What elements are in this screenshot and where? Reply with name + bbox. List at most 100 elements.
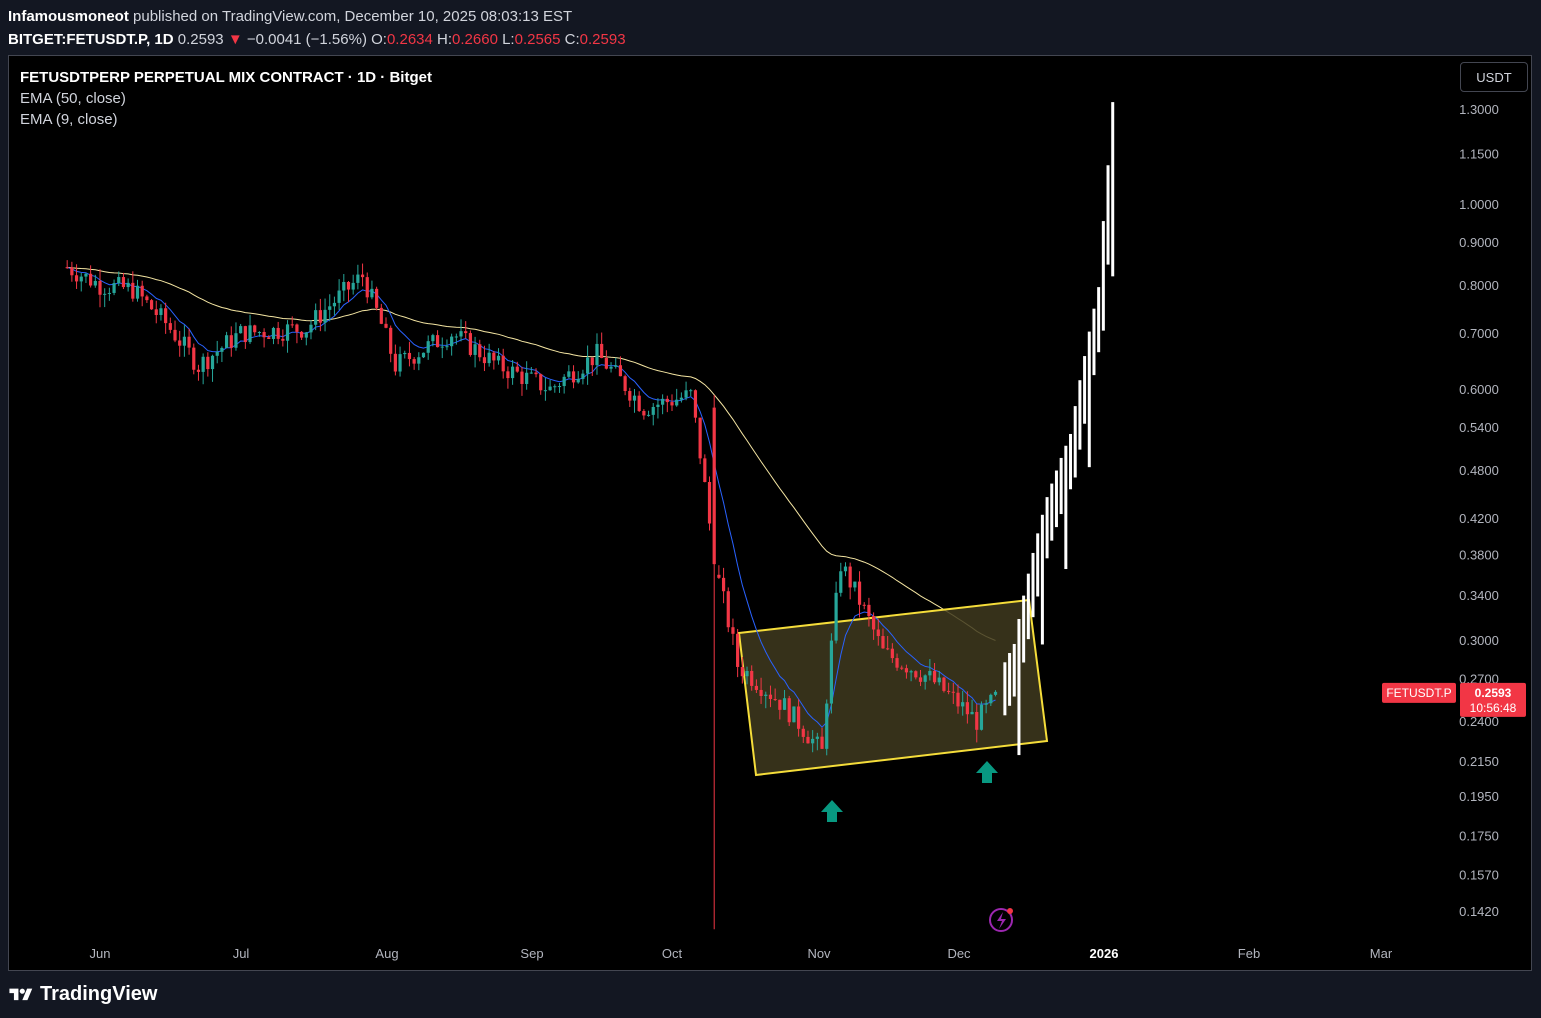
candle-body xyxy=(224,335,229,348)
candle-body xyxy=(393,353,397,372)
candle-body xyxy=(482,357,487,364)
chart-area[interactable]: 1.3000 1.1500 1.0000 0.9000 0.8000 0.7000 0.60… xyxy=(8,55,1532,971)
lightning-icon[interactable] xyxy=(989,908,1013,932)
up-arrow-icon[interactable] xyxy=(821,800,843,822)
candle-body xyxy=(539,374,543,391)
candle-body xyxy=(562,376,566,387)
candle-body xyxy=(328,306,332,310)
candle-body xyxy=(182,336,186,346)
y-tick-label: 0.4800 xyxy=(1459,463,1499,478)
candle-body xyxy=(651,406,655,415)
projection-bar xyxy=(1083,356,1087,424)
candle-body xyxy=(79,276,83,282)
candle-body xyxy=(445,346,449,348)
candle-body xyxy=(670,402,674,406)
x-tick-label: Nov xyxy=(807,946,831,961)
candle-body xyxy=(628,391,632,401)
candle-body xyxy=(904,668,909,673)
projection-bar xyxy=(1045,497,1049,559)
candle-body xyxy=(257,331,262,333)
candle-body xyxy=(229,335,233,348)
legend-title[interactable]: FETUSDTPERP PERPETUAL MIX CONTRACT · 1D … xyxy=(20,69,432,86)
candle-body xyxy=(168,323,172,330)
symbol-price-tag[interactable] xyxy=(1382,682,1456,703)
candle-body xyxy=(342,281,346,291)
chart-legend: FETUSDTPERP PERPETUAL MIX CONTRACT · 1D … xyxy=(20,67,432,130)
y-tick-label: 0.3400 xyxy=(1459,588,1499,603)
candle-body xyxy=(867,604,871,617)
candle-body xyxy=(642,410,646,416)
x-tick-label: 2026 xyxy=(1090,946,1119,961)
candle-body xyxy=(932,670,937,683)
candle-body xyxy=(792,706,796,723)
publish-info: Infamousmoneot published on TradingView.… xyxy=(8,6,572,27)
candle-body xyxy=(665,398,669,403)
x-tick-label: Feb xyxy=(1238,946,1260,961)
tradingview-logo[interactable]: TradingView xyxy=(8,983,157,1006)
legend-ema50[interactable]: EMA (50, close) xyxy=(20,90,126,107)
open-label: O: xyxy=(371,31,387,48)
candle-body xyxy=(609,366,613,369)
x-tick-label: Jun xyxy=(90,946,111,961)
candle-body xyxy=(323,309,327,323)
candle-body xyxy=(192,347,196,370)
candle-body xyxy=(239,326,243,334)
candle-body xyxy=(515,366,519,372)
projection-bar xyxy=(1003,662,1007,716)
candle-body xyxy=(600,343,604,358)
projection-bar xyxy=(1008,653,1012,706)
candle-body xyxy=(309,324,313,333)
candle-body xyxy=(923,675,927,682)
high-value: 0.2660 xyxy=(452,31,498,48)
candle-body xyxy=(234,333,238,348)
projection-bar xyxy=(1092,308,1096,376)
candle-body xyxy=(140,285,144,297)
candle-body xyxy=(909,671,913,673)
candle-body xyxy=(806,736,810,744)
projection-bar xyxy=(1017,618,1021,756)
up-arrow-icon[interactable] xyxy=(976,761,998,783)
change-value: −0.0041 (−1.56%) xyxy=(246,31,367,48)
candle-body xyxy=(604,357,608,369)
price-chart[interactable]: 1.3000 1.1500 1.0000 0.9000 0.8000 0.7000 0.60… xyxy=(9,56,1533,970)
author-name[interactable]: Infamousmoneot xyxy=(8,8,129,25)
candle-body xyxy=(698,417,702,459)
candle-body xyxy=(454,336,458,338)
candle-body xyxy=(947,690,951,692)
candle-body xyxy=(84,273,88,277)
projection-bar xyxy=(1064,445,1068,570)
candle-body xyxy=(876,629,880,637)
candle-body xyxy=(764,694,768,696)
candle-body xyxy=(745,670,749,677)
candle-body xyxy=(576,378,580,383)
candle-body xyxy=(731,627,735,634)
candle-body xyxy=(886,648,890,650)
candle-body xyxy=(285,324,290,341)
candle-body xyxy=(464,331,468,334)
candle-body xyxy=(271,327,276,339)
channel-box[interactable] xyxy=(737,598,1049,777)
candle-body xyxy=(412,359,416,364)
tradingview-logo-icon xyxy=(9,988,33,1000)
candle-body xyxy=(984,703,988,705)
candle-body xyxy=(853,581,857,588)
candle-body xyxy=(220,347,224,352)
projection-bar xyxy=(1106,165,1110,265)
projection-bar xyxy=(1059,457,1063,515)
candle-body xyxy=(365,277,369,298)
publish-text: published on TradingView.com, December 1… xyxy=(133,8,573,25)
candle-body xyxy=(834,592,838,641)
legend-ema9[interactable]: EMA (9, close) xyxy=(20,111,118,128)
candle-body xyxy=(389,327,393,354)
candle-body xyxy=(890,648,894,659)
candle-body xyxy=(510,366,515,379)
candle-body xyxy=(703,458,707,483)
candle-body xyxy=(450,336,454,347)
currency-button[interactable]: USDT xyxy=(1460,62,1528,92)
candle-body xyxy=(384,323,388,328)
candle-body xyxy=(881,636,885,649)
candle-body xyxy=(65,267,69,269)
last-price-tag[interactable] xyxy=(1460,682,1526,717)
candle-body xyxy=(417,357,421,364)
x-tick-label: Aug xyxy=(375,946,398,961)
